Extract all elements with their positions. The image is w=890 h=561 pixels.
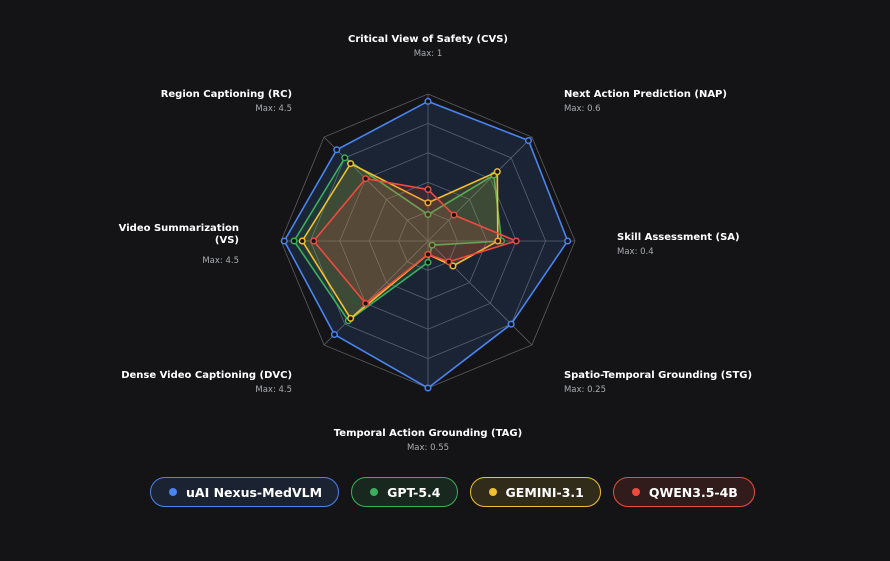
data-point[interactable]	[424, 250, 432, 258]
axis-title: Next Action Prediction (NAP)	[564, 89, 727, 100]
axis-title: Region Captioning (RC)	[161, 89, 292, 100]
data-point[interactable]	[428, 241, 436, 249]
axis-label: Critical View of Safety (CVS) Max: 1	[348, 34, 508, 59]
data-point[interactable]	[347, 160, 355, 168]
data-point[interactable]	[524, 136, 533, 145]
axis-max: Max: 0.55	[407, 443, 449, 453]
legend-dot-icon	[488, 488, 497, 496]
legend-dot-icon	[169, 488, 177, 496]
axis-title: Critical View of Safety (CVS)	[348, 34, 508, 45]
legend-dot-icon	[370, 488, 379, 496]
axis-label: Spatio-Temporal Grounding (STG) Max: 0.25	[564, 370, 752, 395]
axis-title: Video Summarization	[119, 223, 239, 234]
axis-label: Dense Video Captioning (DVC) Max: 4.5	[121, 370, 292, 395]
data-point[interactable]	[445, 258, 453, 266]
data-point[interactable]	[362, 299, 370, 307]
axis-max: Max: 4.5	[255, 385, 292, 395]
grid-spoke	[323, 136, 429, 242]
data-point[interactable]	[424, 384, 432, 392]
legend-item-uai-nexus-medvlm[interactable]: uAI Nexus-MedVLM	[150, 477, 340, 507]
axis-title: Dense Video Captioning (DVC)	[121, 370, 292, 381]
data-point[interactable]	[507, 320, 515, 328]
axis-max: Max: 0.6	[564, 104, 601, 114]
axis-title: Spatio-Temporal Grounding (STG)	[564, 370, 752, 381]
data-point[interactable]	[449, 262, 457, 270]
data-point[interactable]	[362, 175, 370, 183]
axis-title: Temporal Action Grounding (TAG)	[334, 428, 522, 439]
data-point[interactable]	[450, 211, 458, 219]
axis-label: Video Summarization(VS) Max: 4.5	[119, 223, 239, 266]
data-point[interactable]	[424, 186, 432, 194]
data-point[interactable]	[424, 199, 432, 207]
data-point[interactable]	[494, 237, 502, 245]
axis-max: Max: 0.4	[617, 247, 654, 257]
legend-label: GPT-5.4	[387, 484, 441, 500]
data-point[interactable]	[424, 97, 432, 105]
data-point[interactable]	[330, 331, 338, 339]
axis-max: Max: 4.5	[255, 104, 292, 114]
legend-dot-icon	[631, 488, 640, 496]
data-point[interactable]	[493, 168, 501, 176]
legend-label: QWEN3.5-4B	[648, 484, 738, 500]
axis-title: Skill Assessment (SA)	[617, 232, 740, 243]
grid-spoke	[323, 240, 429, 346]
axis-title: (VS)	[215, 235, 239, 246]
grid-spoke	[427, 136, 533, 242]
axis-labels: Critical View of Safety (CVS) Max: 1 Next …	[119, 34, 752, 453]
legend-item-gemini-3-1[interactable]: GEMINI-3.1	[469, 477, 601, 507]
axis-max: Max: 4.5	[202, 256, 239, 266]
data-point[interactable]	[333, 146, 341, 154]
data-point[interactable]	[310, 237, 318, 245]
radar-chart: Critical View of Safety (CVS) Max: 1 Next …	[119, 34, 752, 453]
data-point[interactable]	[424, 210, 432, 219]
legend-item-gpt-5-4[interactable]: GPT-5.4	[351, 477, 458, 507]
data-point[interactable]	[347, 314, 355, 322]
data-point[interactable]	[341, 154, 349, 162]
chart-legend: uAI Nexus-MedVLM GPT-5.4 GEMINI-3.1 QWEN…	[150, 477, 755, 507]
legend-item-qwen3-5-4b[interactable]: QWEN3.5-4B	[612, 477, 755, 507]
axis-max: Max: 1	[414, 49, 443, 59]
legend-label: GEMINI-3.1	[505, 484, 584, 500]
data-point[interactable]	[424, 258, 432, 266]
grid-spoke	[427, 240, 533, 346]
axis-label: Temporal Action Grounding (TAG) Max: 0.55	[334, 428, 522, 453]
axis-label: Skill Assessment (SA) Max: 0.4	[617, 232, 740, 257]
data-point[interactable]	[290, 237, 298, 245]
axis-label: Next Action Prediction (NAP) Max: 0.6	[564, 89, 727, 114]
data-point[interactable]	[298, 237, 306, 245]
axis-max: Max: 0.25	[564, 385, 606, 395]
axis-label: Region Captioning (RC) Max: 4.5	[161, 89, 292, 114]
data-point[interactable]	[564, 237, 572, 245]
legend-label: uAI Nexus-MedVLM	[186, 484, 323, 500]
radar-series-layer	[280, 97, 572, 392]
data-point[interactable]	[512, 237, 520, 245]
data-point[interactable]	[280, 237, 288, 245]
